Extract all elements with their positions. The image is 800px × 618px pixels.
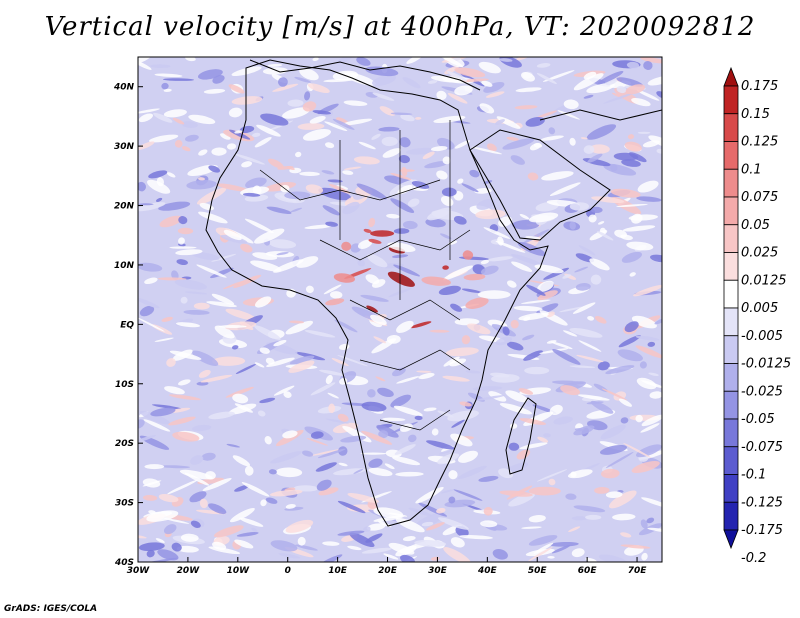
- colorbar-segment: [723, 252, 739, 281]
- colorbar-segment: [723, 224, 739, 253]
- colorbar-segment: [723, 113, 739, 142]
- lon-tick-label: 30W: [127, 566, 151, 576]
- lon-tick-label: 20W: [177, 566, 201, 576]
- map-title: Vertical velocity [m/s] at 400hPa, VT: 2…: [44, 12, 756, 42]
- colorbar-bottom-arrow: [723, 529, 739, 550]
- colorbar-segment: [723, 363, 739, 392]
- colorbar-segment: [723, 279, 739, 309]
- lat-tick-label: 30S: [115, 499, 134, 509]
- plot-frame: [137, 56, 663, 563]
- colorbar: 0.175 0.15 0.125 0.1 0.075 0.05 0.025 0.0125 0.0…: [723, 66, 791, 566]
- lon-tick-label: 50E: [528, 566, 548, 576]
- colorbar-label: -0.005: [741, 329, 783, 344]
- colorbar-label: -0.2: [741, 551, 766, 566]
- colorbar-label: 0.1: [741, 162, 762, 177]
- colorbar-label: -0.05: [741, 412, 775, 427]
- colorbar-segment: [723, 390, 739, 420]
- colorbar-label: -0.0125: [741, 357, 791, 372]
- lat-tick-label: 20S: [115, 439, 134, 449]
- colorbar-segment: [723, 335, 739, 364]
- lat-tick-label: 40S: [114, 558, 134, 568]
- lon-tick-label: 60E: [578, 566, 598, 576]
- lon-tick-label: 10E: [328, 566, 348, 576]
- colorbar-label: 0.075: [741, 190, 778, 205]
- lat-tick-label: 10N: [114, 261, 135, 271]
- lat-tick-label: EQ: [120, 320, 134, 330]
- lon-tick-label: 30E: [428, 566, 448, 576]
- lon-tick-label: 40E: [477, 566, 498, 576]
- latitude-ticks: 40N 30N 20N 10N EQ 10S 20S 30S 40S: [113, 83, 143, 568]
- colorbar-segment: [723, 168, 739, 198]
- colorbar-segment: [723, 196, 739, 226]
- longitude-ticks: 30W 20W 10W 0 10E 20E 30E 40E 50E 60E 70E: [127, 557, 647, 576]
- colorbar-label: 0.175: [741, 79, 778, 94]
- coastlines: [205, 59, 662, 527]
- colorbar-label: -0.075: [741, 440, 783, 455]
- colorbar-label: 0.005: [741, 301, 778, 316]
- lon-tick-label: 70E: [628, 566, 648, 576]
- colorbar-segment: [723, 307, 739, 337]
- lon-tick-label: 20E: [378, 566, 398, 576]
- lat-tick-label: 10S: [115, 380, 134, 390]
- colorbar-segment: [723, 501, 739, 531]
- colorbar-label: 0.125: [741, 135, 778, 150]
- lat-tick-label: 20N: [114, 202, 135, 212]
- lon-tick-label: 10W: [227, 566, 251, 576]
- colorbar-label: 0.15: [741, 107, 770, 122]
- lat-tick-label: 30N: [114, 142, 135, 152]
- colorbar-label: -0.025: [741, 384, 783, 399]
- colorbar-label: -0.125: [741, 495, 783, 510]
- colorbar-segment: [723, 446, 739, 475]
- velocity-field: [138, 57, 662, 562]
- colorbar-label: 0.05: [741, 218, 770, 233]
- colorbar-label: -0.1: [741, 468, 766, 483]
- colorbar-label: 0.0125: [741, 273, 787, 288]
- colorbar-label: 0.025: [741, 246, 778, 261]
- colorbar-segment: [723, 474, 739, 503]
- lon-tick-label: 0: [285, 566, 291, 576]
- colorbar-segment: [723, 85, 739, 115]
- colorbar-segment: [723, 418, 739, 448]
- colorbar-label: -0.175: [741, 523, 783, 538]
- credit-text: GrADS: IGES/COLA: [4, 604, 98, 614]
- colorbar-segment: [723, 141, 739, 170]
- colorbar-top-arrow: [723, 66, 739, 87]
- lat-tick-label: 40N: [113, 83, 135, 93]
